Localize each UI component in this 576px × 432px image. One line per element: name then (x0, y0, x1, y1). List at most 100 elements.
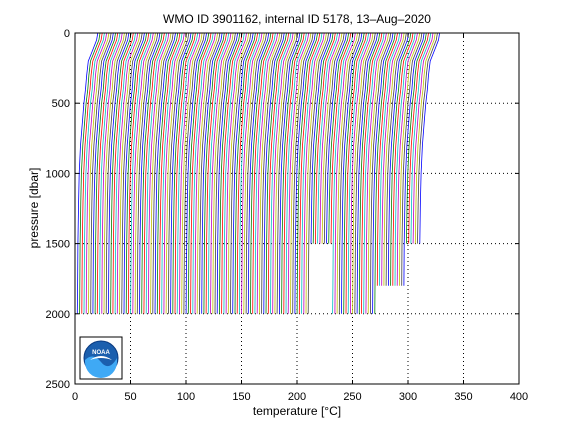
profile-line (96, 32, 119, 314)
profile-line (172, 32, 194, 314)
profile-line (134, 32, 156, 314)
profile-line (392, 32, 414, 286)
profile-line (334, 32, 356, 314)
profile-line (119, 32, 141, 314)
profile-line (183, 32, 205, 314)
profile-line (383, 32, 405, 286)
profile-line (207, 32, 230, 314)
x-axis-label: temperature [°C] (253, 404, 341, 418)
logo-wave (85, 356, 117, 378)
profile-line (279, 32, 301, 314)
profile-line (283, 32, 305, 314)
profile-line (267, 32, 290, 314)
profile-line (150, 32, 172, 314)
y-axis-label: pressure [dbar] (27, 168, 41, 249)
profile-line (159, 32, 181, 314)
x-tick-label: 100 (177, 391, 195, 403)
profile-lines (76, 32, 440, 314)
profile-line (272, 32, 294, 314)
profile-line (323, 32, 345, 244)
x-tick-label: 400 (510, 391, 528, 403)
profile-line (139, 32, 161, 314)
profile-line (276, 32, 298, 314)
profile-line (201, 32, 223, 314)
y-tick-label: 500 (52, 98, 70, 110)
profile-line (76, 32, 99, 314)
profile-line (263, 32, 285, 314)
profile-line (350, 32, 372, 314)
profile-line (367, 32, 389, 314)
profile-line (358, 32, 381, 314)
profile-line (245, 32, 267, 314)
profile-line (192, 32, 214, 314)
noaa-logo: NOAA (79, 336, 123, 380)
profile-line (414, 32, 436, 244)
profile-line (394, 32, 416, 286)
grid-lines (75, 33, 519, 384)
profile-line (156, 32, 179, 314)
profile-line (232, 32, 254, 314)
profile-line (332, 32, 354, 314)
profile-line (241, 32, 263, 314)
profile-line (216, 32, 238, 314)
x-tick-label: 250 (343, 391, 361, 403)
profile-line (190, 32, 212, 314)
profile-line (230, 32, 252, 314)
profile-line (352, 32, 374, 314)
profile-line (412, 32, 434, 244)
profile-line (338, 32, 361, 314)
profile-line (247, 32, 270, 314)
profile-line (103, 32, 125, 314)
y-ticks: 0 500 1000 1500 2000 2500 (46, 28, 519, 391)
profile-line (298, 32, 321, 314)
profile-line (376, 32, 398, 286)
profile-line (94, 32, 116, 314)
x-ticks: 0 50 100 150 200 250 300 350 400 (72, 33, 528, 403)
profile-line (179, 32, 201, 314)
profile-line (259, 32, 281, 314)
profile-line (174, 32, 196, 314)
profile-line (307, 32, 329, 314)
profile-line (312, 32, 334, 244)
profile-line (292, 32, 314, 314)
profile-line (399, 32, 421, 286)
profile-line (319, 32, 341, 244)
profile-line (256, 32, 278, 314)
profile-line (328, 32, 349, 244)
profile-line (236, 32, 258, 314)
profile-line (212, 32, 234, 314)
profile-line (361, 32, 383, 314)
y-tick-label: 1500 (46, 239, 70, 251)
x-tick-label: 300 (399, 391, 417, 403)
profile-line (381, 32, 403, 286)
profile-line (243, 32, 265, 314)
profile-line (132, 32, 154, 314)
profile-line (161, 32, 183, 314)
profile-line (261, 32, 283, 314)
profile-line (83, 32, 105, 314)
profile-line (239, 32, 261, 314)
profile-line (221, 32, 243, 314)
profile-line (145, 32, 167, 314)
profile-line (176, 32, 199, 314)
profile-line (285, 32, 307, 314)
profile-line (290, 32, 312, 314)
y-tick-label: 1000 (46, 168, 70, 180)
profile-line (305, 32, 327, 314)
profile-line (105, 32, 127, 314)
profile-line (143, 32, 165, 314)
profile-line (390, 32, 412, 286)
profile-line (363, 32, 385, 314)
profile-line (123, 32, 145, 314)
profile-line (125, 32, 147, 314)
profile-line (287, 32, 310, 314)
profile-line (225, 32, 247, 314)
profile-line (301, 32, 323, 314)
profile-line (128, 32, 150, 314)
profile-line (354, 32, 376, 314)
profile-line (110, 32, 132, 314)
profile-line (403, 32, 425, 286)
profile-line (315, 32, 336, 244)
profile-line (168, 32, 190, 314)
